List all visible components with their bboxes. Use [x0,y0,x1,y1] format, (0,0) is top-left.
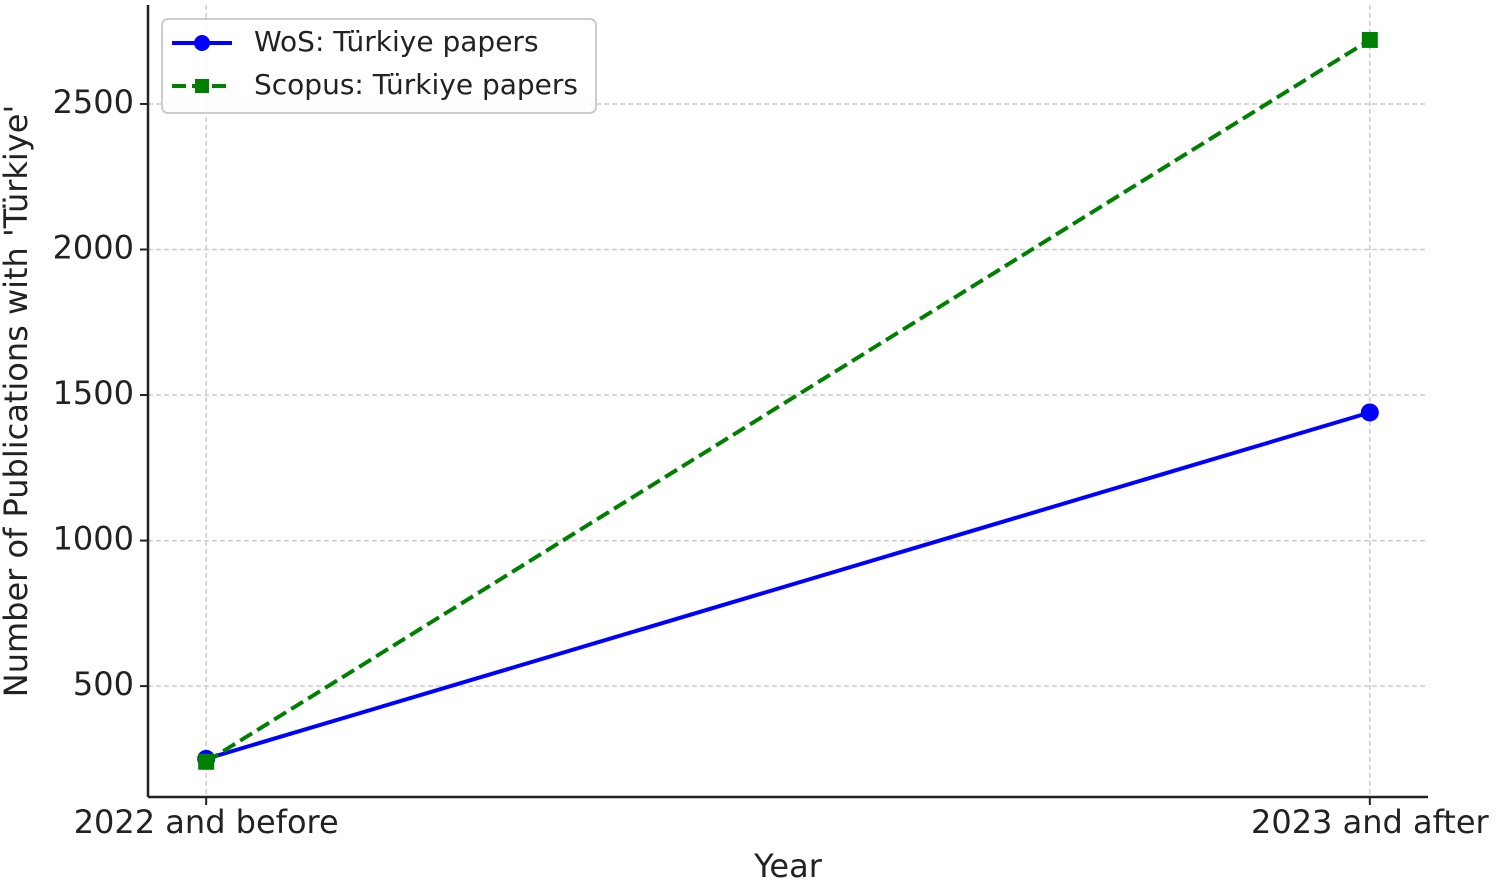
legend-label: Scopus: Türkiye papers [254,68,578,101]
x-tick-label: 2022 and before [74,803,339,841]
y-tick-label: 2500 [53,83,134,121]
y-tick-label: 1000 [53,520,134,558]
x-axis-label: Year [753,847,823,884]
y-axis-label: Number of Publications with 'Türkiye' [0,105,35,697]
legend-box [161,18,597,114]
marker [1360,403,1379,422]
y-tick-label: 500 [73,665,134,703]
series-line [205,410,1371,761]
x-tick-label: 2023 and after [1251,803,1490,841]
marker [1361,31,1378,48]
series-line [205,38,1371,764]
marker [194,35,210,51]
marker [198,753,215,770]
y-tick-label: 2000 [53,228,134,266]
marker [195,79,209,93]
legend-label: WoS: Türkiye papers [254,25,539,58]
y-tick-label: 1500 [53,374,134,412]
